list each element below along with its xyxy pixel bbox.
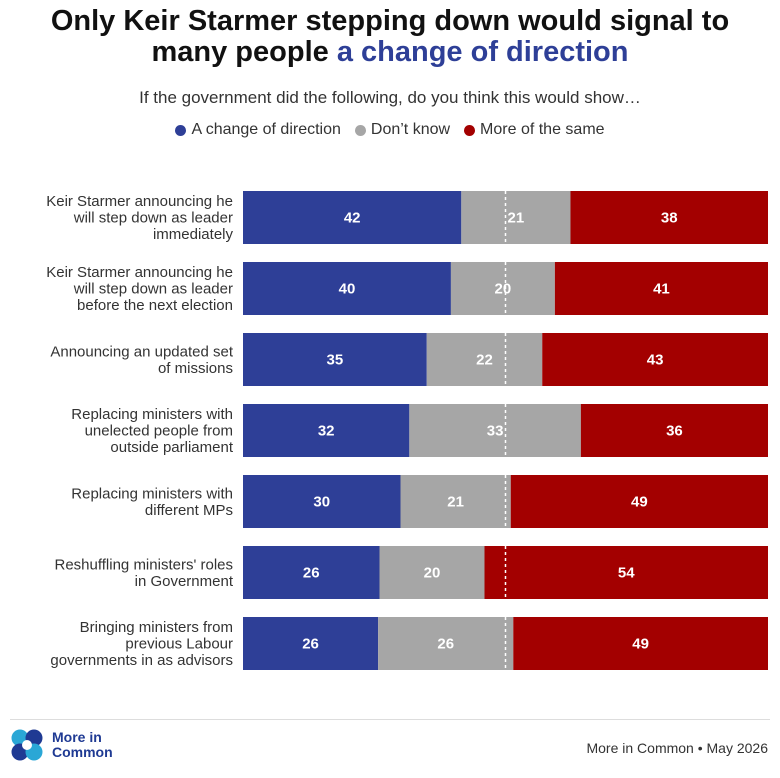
category-label-line: Replacing ministers with xyxy=(71,406,233,423)
data-label: 49 xyxy=(631,494,648,511)
legend-item-same: More of the same xyxy=(464,121,605,139)
logo-mark-icon xyxy=(11,729,43,761)
legend-dot-same xyxy=(464,124,476,136)
category-label-line: of missions xyxy=(158,360,233,377)
category-label-line: immediately xyxy=(153,226,234,243)
more-in-common-logo: More in Common xyxy=(10,728,113,762)
logo-text-line-1: More in xyxy=(52,729,102,745)
title-line-2-accent: a change of direction xyxy=(336,36,629,68)
source-note: More in Common • May 2026 xyxy=(586,740,768,756)
data-label: 41 xyxy=(653,281,670,298)
legend-item-dont-know: Don’t know xyxy=(354,121,451,139)
bar-segment xyxy=(580,404,768,457)
bar-segment xyxy=(542,333,768,386)
legend: A change of direction Don’t know More of… xyxy=(0,121,780,139)
bar-segment xyxy=(554,262,768,315)
stacked-bar-chart: Keir Starmer announcing he will step down… xyxy=(46,191,768,670)
category-label-line: Announcing an updated set xyxy=(50,343,233,360)
bar-segment xyxy=(243,546,380,599)
category-label-line: will step down as leader xyxy=(73,281,233,298)
bar-segment xyxy=(243,333,427,386)
data-label: 38 xyxy=(661,210,678,227)
bar-segment xyxy=(243,191,462,244)
chart-subtitle: If the government did the following, do … xyxy=(139,88,641,107)
legend-label-change: A change of direction xyxy=(191,121,341,138)
legend-item-change: A change of direction xyxy=(175,121,341,139)
category-label-line: before the next election xyxy=(77,297,233,314)
data-label: 26 xyxy=(302,636,319,653)
data-label: 49 xyxy=(632,636,649,653)
bar-segment xyxy=(513,617,768,670)
bar-segment xyxy=(379,546,485,599)
data-label: 54 xyxy=(618,565,635,582)
title-line-2-plain: many people xyxy=(151,36,329,68)
category-label-line: different MPs xyxy=(145,502,233,519)
data-label: 35 xyxy=(327,352,344,369)
data-label: 21 xyxy=(508,210,525,227)
data-label: 20 xyxy=(424,565,441,582)
bar-segment xyxy=(243,404,410,457)
bar-segment xyxy=(400,475,511,528)
bar-segment xyxy=(426,333,543,386)
logo-text: More in Common xyxy=(52,730,113,760)
bar-segment xyxy=(450,262,555,315)
category-label-line: governments in as advisors xyxy=(50,652,233,669)
bar-segment xyxy=(409,404,581,457)
data-label: 33 xyxy=(487,423,504,440)
category-label-line: in Government xyxy=(135,573,234,590)
category-label-2: Keir Starmer announcing he will step down… xyxy=(46,264,233,314)
category-label-line: outside parliament xyxy=(110,439,233,456)
category-label-line: Replacing ministers with xyxy=(71,485,233,502)
logo-text-line-2: Common xyxy=(52,744,113,760)
title-line-1: Only Keir Starmer stepping down would si… xyxy=(50,5,730,37)
category-label-line: Reshuffling ministers' roles xyxy=(55,556,234,573)
data-label: 40 xyxy=(339,281,356,298)
category-label-7: Bringing ministers from previous Labour go… xyxy=(50,619,233,669)
category-label-line: Bringing ministers from xyxy=(80,619,233,636)
data-label: 30 xyxy=(313,494,330,511)
data-label: 43 xyxy=(647,352,664,369)
data-label: 20 xyxy=(495,281,512,298)
bar-segment xyxy=(243,475,401,528)
bar-segment xyxy=(510,475,768,528)
bar-segment xyxy=(378,617,514,670)
legend-label-dont-know: Don’t know xyxy=(370,121,451,138)
footer-divider xyxy=(10,719,770,720)
data-label: 32 xyxy=(318,423,335,440)
bar-segment xyxy=(484,546,768,599)
category-label-line: unelected people from xyxy=(85,423,233,440)
category-label-line: Keir Starmer announcing he xyxy=(46,193,233,210)
data-label: 42 xyxy=(344,210,361,227)
category-label-line: will step down as leader xyxy=(73,210,233,227)
bar-segment xyxy=(243,617,379,670)
category-label-line: previous Labour xyxy=(125,636,233,653)
bar-segment xyxy=(243,262,451,315)
category-label-5: Replacing ministers with different MPs xyxy=(71,485,233,519)
legend-label-same: More of the same xyxy=(480,121,605,138)
category-label-3: Announcing an updated set of missions xyxy=(50,343,233,377)
legend-dot-dont-know xyxy=(354,124,366,136)
category-label-1: Keir Starmer announcing he will step down… xyxy=(46,193,233,243)
chart-title: Only Keir Starmer stepping down would si… xyxy=(0,6,780,68)
data-label: 21 xyxy=(447,494,464,511)
legend-dot-change xyxy=(175,124,187,136)
category-label-4: Replacing ministers with unelected people… xyxy=(71,406,234,456)
data-label: 26 xyxy=(437,636,454,653)
bar-segment xyxy=(461,191,571,244)
data-label: 36 xyxy=(666,423,683,440)
data-label: 22 xyxy=(476,352,493,369)
bar-segment xyxy=(570,191,768,244)
category-label-6: Reshuffling ministers' roles in Governmen… xyxy=(55,556,234,590)
category-label-line: Keir Starmer announcing he xyxy=(46,264,233,281)
data-label: 26 xyxy=(303,565,320,582)
